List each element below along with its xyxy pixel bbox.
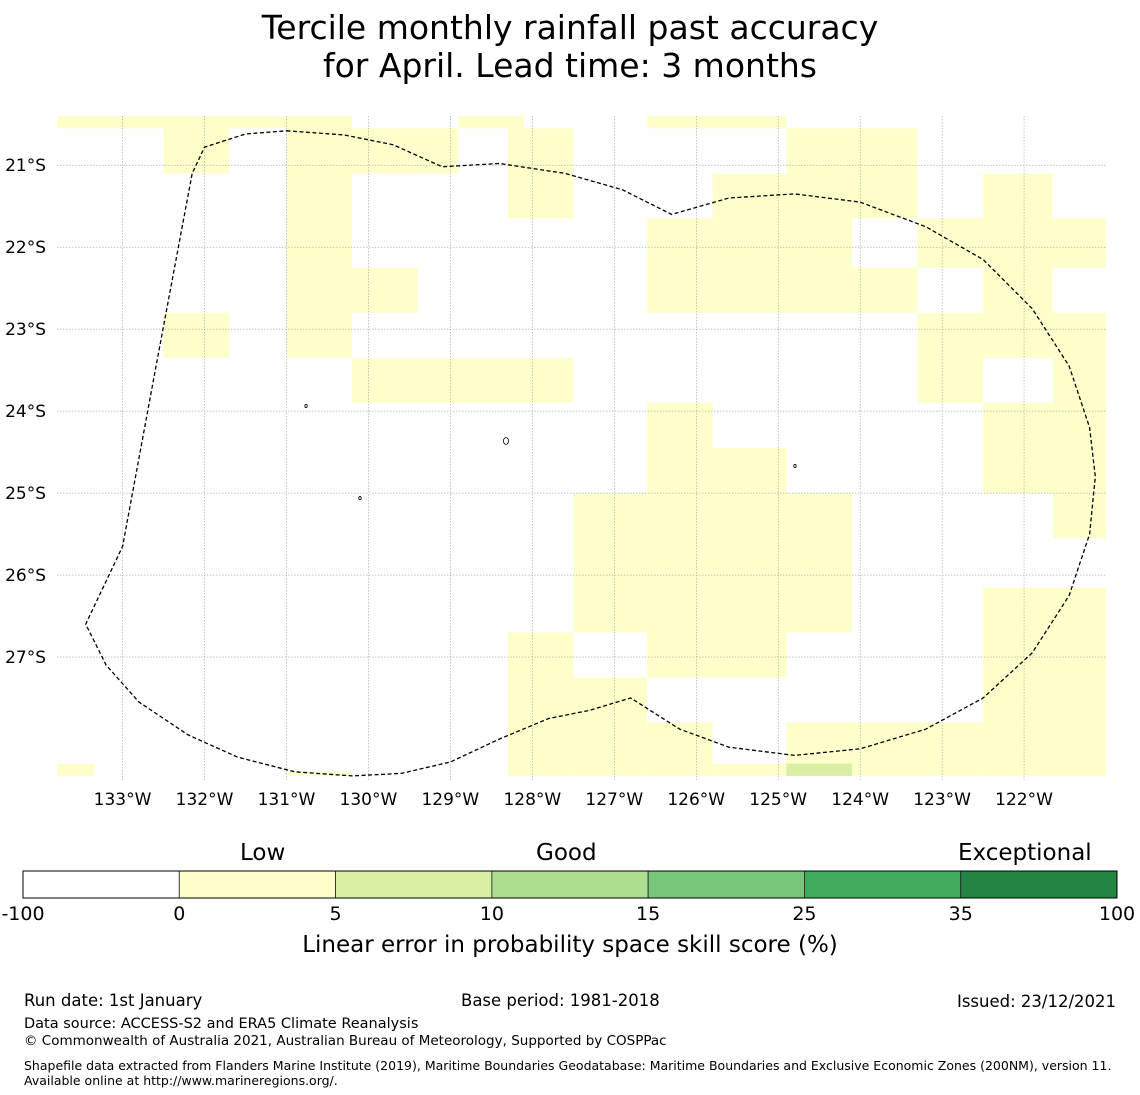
latitude-tick-label: 26°S (5, 566, 46, 586)
map-title-line-2: for April. Lead time: 3 months (323, 46, 817, 85)
low-skill-cell (352, 267, 418, 313)
colorbar-tick-label: 35 (949, 903, 973, 925)
map-title-line-1: Tercile monthly rainfall past accuracy (261, 8, 879, 47)
low-skill-cell (983, 587, 1106, 776)
low-skill-cell (647, 218, 852, 313)
low-skill-cell (57, 116, 287, 129)
low-skill-cell (573, 493, 852, 584)
colorbar-frame (22, 870, 1118, 899)
low-skill-cell (647, 722, 713, 776)
colorbar-tick-label: 15 (636, 903, 660, 925)
low-skill-cell (786, 128, 918, 219)
longitude-tick-label: 129°W (421, 790, 479, 810)
low-skill-cell (163, 312, 230, 358)
latitude-tick-label: 23°S (5, 320, 46, 340)
colorbar-segment (647, 870, 805, 899)
low-skill-cell (712, 448, 787, 494)
colorbar-tick-label: 100 (1099, 903, 1135, 925)
shapefile-attribution: Shapefile data extracted from Flanders M… (24, 1058, 1112, 1088)
low-skill-cell (983, 312, 1106, 358)
category-label-low: Low (240, 840, 286, 866)
data-source: Data source: ACCESS-S2 and ERA5 Climate … (24, 1016, 419, 1032)
island-outline (502, 437, 509, 445)
longitude-tick-label: 132°W (176, 790, 234, 810)
low-skill-cell (917, 218, 984, 268)
low-skill-cell (851, 267, 918, 313)
low-skill-cell (57, 763, 94, 776)
colorbar-tick-label: 0 (173, 903, 185, 925)
eez-boundary-line (84, 130, 1096, 777)
category-label-good: Good (536, 840, 597, 866)
longitude-tick-label: 123°W (913, 790, 971, 810)
colorbar-segment (178, 870, 336, 899)
colorbar-tick-labels: -100 0 5 10 15 25 35 100 (1, 903, 1135, 925)
longitude-tick-label: 128°W (503, 790, 561, 810)
colorbar-tick-label: 5 (330, 903, 342, 925)
run-date: Run date: 1st January (24, 991, 203, 1010)
copyright-notice: © Commonwealth of Australia 2021, Austra… (24, 1033, 667, 1049)
latitude-tick-label: 21°S (5, 156, 46, 176)
colorbar-segment (804, 870, 962, 899)
low-skill-cell (163, 128, 230, 174)
colorbar: -100 0 5 10 15 25 35 100 (1, 870, 1135, 925)
low-skill-cell (647, 632, 787, 678)
colorbar-tick-label: 25 (792, 903, 816, 925)
colorbar-caption: Linear error in probability space skill … (302, 932, 838, 958)
low-skill-cell (712, 763, 787, 776)
category-label-exceptional: Exceptional (958, 840, 1092, 866)
longitude-tick-label: 133°W (94, 790, 152, 810)
low-skill-cell (647, 402, 713, 494)
skill-cells-layer (57, 116, 1106, 776)
colorbar-segment (22, 870, 180, 899)
good-skill-cell (786, 763, 852, 776)
longitude-tick-label: 122°W (995, 790, 1053, 810)
island-outline (793, 464, 797, 468)
low-skill-cell (573, 677, 648, 776)
low-skill-cell (458, 116, 525, 129)
longitude-tick-label: 126°W (667, 790, 725, 810)
colorbar-segment (335, 870, 493, 899)
graticule-layer (57, 116, 1106, 780)
island-outline (304, 404, 308, 408)
colorbar-segment (960, 870, 1118, 899)
latitude-tick-label: 25°S (5, 484, 46, 504)
low-skill-cell (712, 173, 787, 219)
issued-date: Issued: 23/12/2021 (956, 992, 1116, 1011)
colorbar-segments (22, 870, 1118, 899)
longitude-tick-label: 124°W (831, 790, 889, 810)
base-period: Base period: 1981-2018 (461, 991, 660, 1010)
colorbar-segment (491, 870, 649, 899)
low-skill-cell (286, 116, 353, 358)
longitude-tick-label: 125°W (749, 790, 807, 810)
colorbar-tick-label: 10 (480, 903, 504, 925)
low-skill-cell (1052, 218, 1106, 268)
latitude-labels: 21°S 22°S 23°S 24°S 25°S 26°S 27°S (5, 156, 46, 668)
low-skill-cell (573, 583, 852, 633)
islands-layer (304, 404, 797, 500)
low-skill-cell (352, 357, 574, 403)
island-outline (358, 496, 362, 500)
low-skill-cell (917, 312, 984, 403)
low-skill-cell (1052, 357, 1106, 539)
colorbar-tick-label: -100 (1, 903, 44, 925)
eez-boundary-layer (84, 130, 1096, 777)
latitude-tick-label: 22°S (5, 238, 46, 258)
latitude-tick-label: 24°S (5, 402, 46, 422)
longitude-tick-label: 130°W (340, 790, 398, 810)
low-skill-cell (507, 632, 574, 776)
skill-score-map: 21°S22°S23°S24°S25°S26°S27°S 133°W 132°W 1… (5, 116, 1106, 810)
low-skill-cell (647, 116, 787, 129)
low-skill-cell (507, 128, 574, 219)
longitude-tick-label: 127°W (585, 790, 643, 810)
longitude-labels: 133°W 132°W 131°W 130°W 129°W 128°W 127°W 126°W… (94, 790, 1053, 810)
latitude-tick-label: 27°S (5, 648, 46, 668)
low-skill-cell (352, 128, 459, 174)
longitude-tick-label: 131°W (258, 790, 316, 810)
